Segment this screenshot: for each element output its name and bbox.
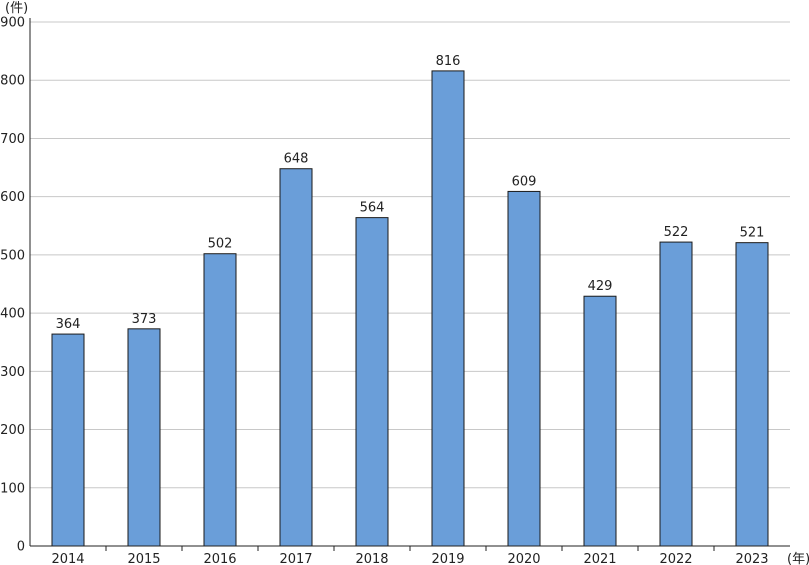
y-tick-label: 200 [0,423,25,438]
y-tick-label: 400 [0,307,25,322]
bar [51,333,85,547]
x-tick-label: 2017 [279,552,312,565]
x-tick-label: 2016 [203,552,236,565]
y-tick-label: 300 [0,365,25,380]
y-tick-label: 900 [0,16,25,31]
x-tick-label: 2019 [431,552,464,565]
data-label: 502 [208,237,233,252]
bar [355,217,389,547]
bar [735,242,769,547]
data-labels: 364 373 502 648 564 816 609 429 522 521 [56,54,765,332]
data-label: 373 [132,312,157,327]
data-label: 522 [664,225,689,240]
x-tick-label: 2023 [735,552,768,565]
x-tick-label: 2020 [507,552,540,565]
y-tick-label: 100 [0,481,25,496]
bar [507,190,541,547]
y-tick-label: 700 [0,132,25,147]
y-unit-label: (件) [5,1,28,16]
x-tick-label: 2022 [659,552,692,565]
x-tick-label: 2021 [583,552,616,565]
x-tick-label: 2018 [355,552,388,565]
bar [431,70,465,547]
y-tick-label: 600 [0,190,25,205]
x-tick-label: 2015 [127,552,160,565]
data-label: 609 [512,174,537,189]
axes [29,18,790,551]
data-label: 364 [56,317,81,332]
data-label: 429 [588,279,613,294]
data-label: 648 [284,152,309,167]
bar [203,253,237,547]
data-label: 816 [436,54,461,69]
x-unit-label: (年) [787,552,809,565]
bars [51,70,769,547]
x-tick-labels: 2014 2015 2016 2017 2018 2019 2020 2021 2022 2023 [51,552,768,565]
data-label: 564 [360,201,385,216]
y-tick-label: 800 [0,74,25,89]
bar [659,241,693,547]
y-tick-labels: 0 100 200 300 400 500 600 700 800 900 [0,16,25,555]
bar [279,168,313,547]
y-tick-label: 0 [17,540,25,555]
x-tick-label: 2014 [51,552,84,565]
bar [583,295,617,547]
bar [127,328,161,547]
data-label: 521 [740,226,765,241]
y-tick-label: 500 [0,248,25,263]
